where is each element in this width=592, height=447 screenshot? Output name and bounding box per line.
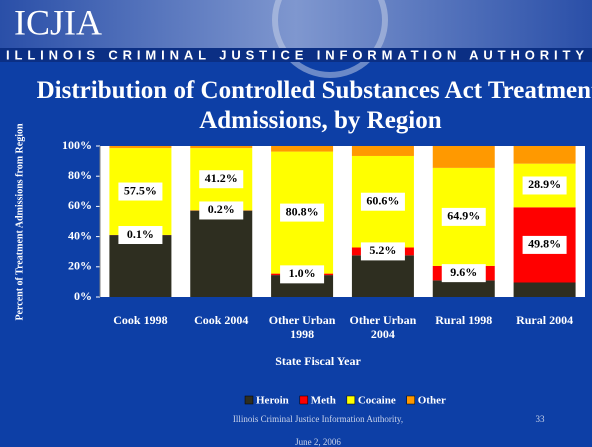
label-box <box>441 264 486 283</box>
bar-segment <box>513 146 576 164</box>
legend-label: Heroin <box>256 395 289 407</box>
bar-segment <box>432 280 495 297</box>
label-box <box>280 265 325 284</box>
label-box <box>199 201 244 220</box>
data-label: 49.8% <box>528 237 561 251</box>
data-label: 0.2% <box>208 202 235 216</box>
bar-segment <box>190 210 253 297</box>
label-box <box>118 182 163 201</box>
legend-label: Meth <box>311 395 336 407</box>
bar-segment <box>109 146 172 149</box>
x-tick-label: Rural 1998 <box>435 313 493 327</box>
bar-segment <box>109 235 172 297</box>
data-label: 9.6% <box>450 265 477 279</box>
x-tick-label: Other Urban 2004 <box>349 313 417 341</box>
bar-segment <box>351 146 414 156</box>
data-label: 28.9% <box>528 177 561 191</box>
data-label: 57.5% <box>124 183 157 197</box>
y-tick-label: 60% <box>68 198 92 212</box>
legend-swatch <box>406 395 415 405</box>
legend-swatch <box>244 395 254 405</box>
plot-area <box>100 146 585 297</box>
legend-swatch <box>346 395 356 405</box>
bar-segment <box>351 255 414 297</box>
data-label: 64.9% <box>447 209 480 223</box>
x-tick-label: Other Urban 1998 <box>268 313 336 341</box>
data-label: 41.2% <box>205 171 238 185</box>
bar-segment <box>190 146 253 149</box>
label-box <box>360 192 405 211</box>
bar-segment <box>432 146 495 168</box>
label-box <box>360 242 405 261</box>
x-axis-label: State Fiscal Year <box>275 354 361 368</box>
title-line: Distribution of Controlled Substances Ac… <box>37 77 592 134</box>
seal <box>272 0 388 78</box>
y-tick-label: 80% <box>68 168 92 182</box>
x-tick-label: Cook 2004 <box>194 313 249 327</box>
legend-label: Cocaine <box>358 395 396 407</box>
bar-segment <box>513 282 576 297</box>
x-tick-label: Cook 1998 <box>113 313 168 327</box>
y-tick-label: 100% <box>62 138 92 152</box>
label-box <box>280 203 325 222</box>
label-box <box>441 207 486 226</box>
data-label: 60.6% <box>366 193 399 207</box>
footer-date: June 2, 2006 <box>295 437 341 447</box>
label-box <box>199 170 244 189</box>
organization: ILLINOIS CRIMINAL JUSTICE INFORMATION AU… <box>6 47 584 62</box>
y-tick-label: 20% <box>68 259 92 273</box>
x-tick-label: Rural 2004 <box>516 313 574 327</box>
bar-segment <box>271 146 334 152</box>
y-tick-label: 0% <box>74 289 92 303</box>
legend-label: Other <box>418 395 446 407</box>
y-axis-label: Percent of Treatment Admissions from Reg… <box>14 123 25 321</box>
label-box <box>522 235 567 254</box>
org-band <box>0 48 592 62</box>
data-label: 1.0% <box>289 266 316 280</box>
page-number: 33 <box>536 414 546 424</box>
data-label: 80.8% <box>286 204 319 218</box>
label-box <box>522 176 567 195</box>
logo: ICJIA <box>14 2 102 42</box>
y-tick-label: 40% <box>68 228 92 242</box>
data-label: 5.2% <box>369 243 396 257</box>
data-label: 0.1% <box>127 227 154 241</box>
legend-swatch <box>299 395 309 405</box>
label-box <box>118 226 163 245</box>
footer-source: Illinois Criminal Justice Information Au… <box>233 414 403 424</box>
